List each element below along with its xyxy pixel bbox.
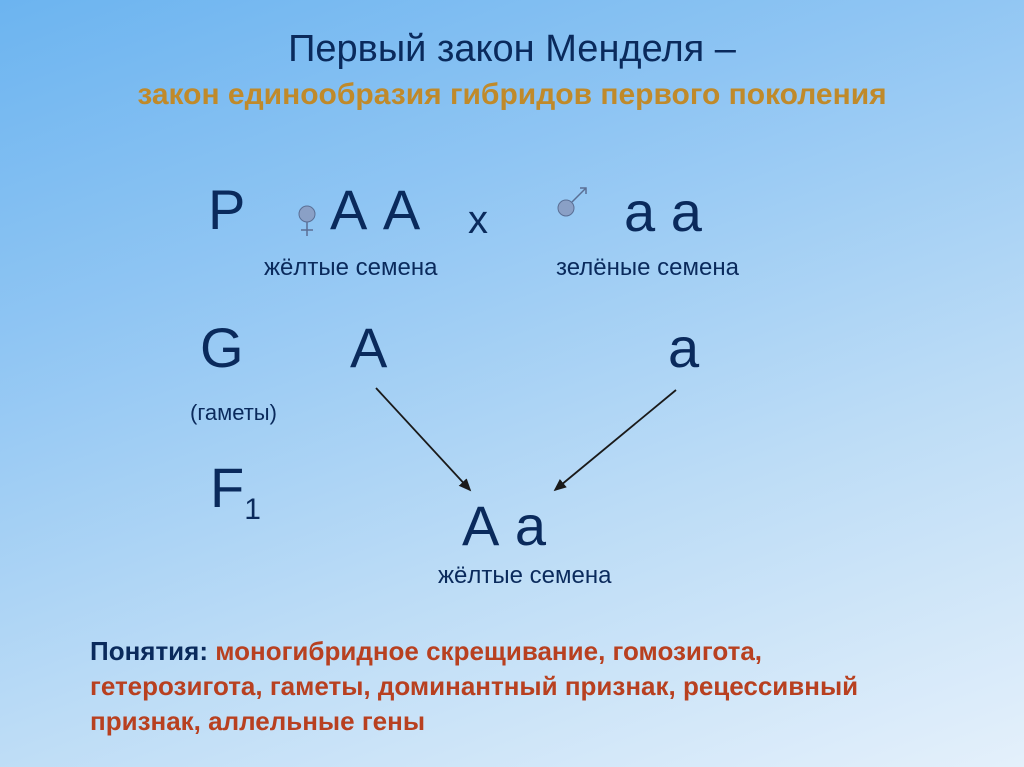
diagram-svg — [0, 0, 1024, 767]
male-symbol-icon — [558, 188, 586, 216]
crossing-arrows — [376, 388, 676, 490]
female-symbol-icon — [299, 206, 315, 236]
